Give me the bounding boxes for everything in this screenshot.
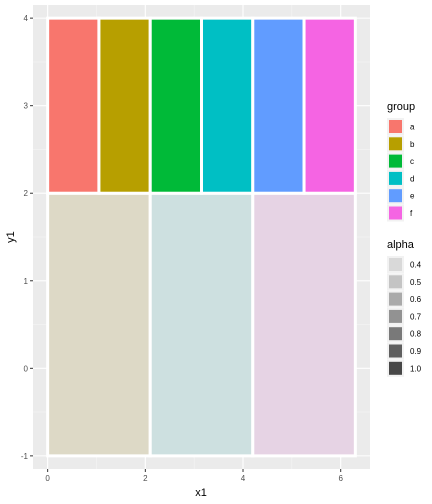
legend-group-key-swatch xyxy=(389,206,402,220)
legend-alpha-key-swatch xyxy=(389,344,402,358)
y-tick-label: 0 xyxy=(24,364,29,373)
legend-group-key-label: c xyxy=(410,157,414,166)
x-axis-ticks: 0 2 4 6 xyxy=(45,469,343,483)
legend-alpha-title: alpha xyxy=(387,239,415,251)
rect-group-f xyxy=(302,16,357,195)
y-tick-label: 3 xyxy=(24,102,29,111)
rect-group-b xyxy=(97,16,152,195)
rect-bottom xyxy=(46,191,152,458)
x-tick-label: 2 xyxy=(143,474,148,483)
legend-group-key-swatch xyxy=(389,137,402,151)
legend-alpha-key-label: 0.5 xyxy=(410,278,422,287)
legend-group-title: group xyxy=(387,101,415,113)
y-tick-label: 2 xyxy=(24,189,29,198)
legend-group-key-swatch xyxy=(389,171,402,185)
legend-alpha-key-swatch xyxy=(389,309,402,323)
legend-group-key-swatch xyxy=(389,189,402,203)
y-tick-label: -1 xyxy=(21,452,29,461)
rect-group-d xyxy=(200,16,255,195)
legend-alpha-key-label: 0.4 xyxy=(410,261,422,270)
legend-group-key-label: e xyxy=(410,192,415,201)
legend-alpha-key-swatch xyxy=(389,275,402,289)
legend-group-key-label: a xyxy=(410,123,415,132)
legend-alpha-key-swatch xyxy=(389,258,402,271)
y-tick-label: 1 xyxy=(24,277,29,286)
x-tick-label: 0 xyxy=(45,474,50,483)
legend-alpha-key-label: 0.7 xyxy=(410,312,422,321)
legend-group-key-label: b xyxy=(410,140,415,149)
legend-alpha-key-label: 0.8 xyxy=(410,330,422,339)
rect-group-c xyxy=(148,16,203,195)
legend-alpha-key-swatch xyxy=(389,292,402,306)
legend-group-key-swatch xyxy=(389,120,402,133)
legend-alpha-key-label: 0.9 xyxy=(410,347,422,356)
rect-bottom xyxy=(251,191,357,458)
rect-group-a xyxy=(46,16,101,195)
x-tick-label: 4 xyxy=(241,474,246,483)
rect-group-e xyxy=(251,16,306,195)
x-axis-title: x1 xyxy=(195,487,207,499)
legend-alpha-key-swatch xyxy=(389,361,402,375)
y-tick-label: 4 xyxy=(24,14,29,23)
legend-group-key-label: d xyxy=(410,174,414,183)
rect-layer xyxy=(46,16,357,458)
y-axis-title: y1 xyxy=(5,231,17,243)
legend-alpha-key-label: 1.0 xyxy=(410,364,422,373)
x-tick-label: 6 xyxy=(338,474,343,483)
legend-group-key-swatch xyxy=(389,154,402,168)
rect-bottom xyxy=(148,191,255,458)
legend-alpha-key-label: 0.6 xyxy=(410,295,422,304)
legend-group-key-label: f xyxy=(410,209,413,218)
y-axis-ticks: -1 0 1 2 3 4 xyxy=(21,14,33,461)
legend-alpha-key-swatch xyxy=(389,327,402,341)
legend-alpha: alpha 0.4 0.5 0.6 0.7 0.8 0.9 1.0 xyxy=(387,239,422,377)
